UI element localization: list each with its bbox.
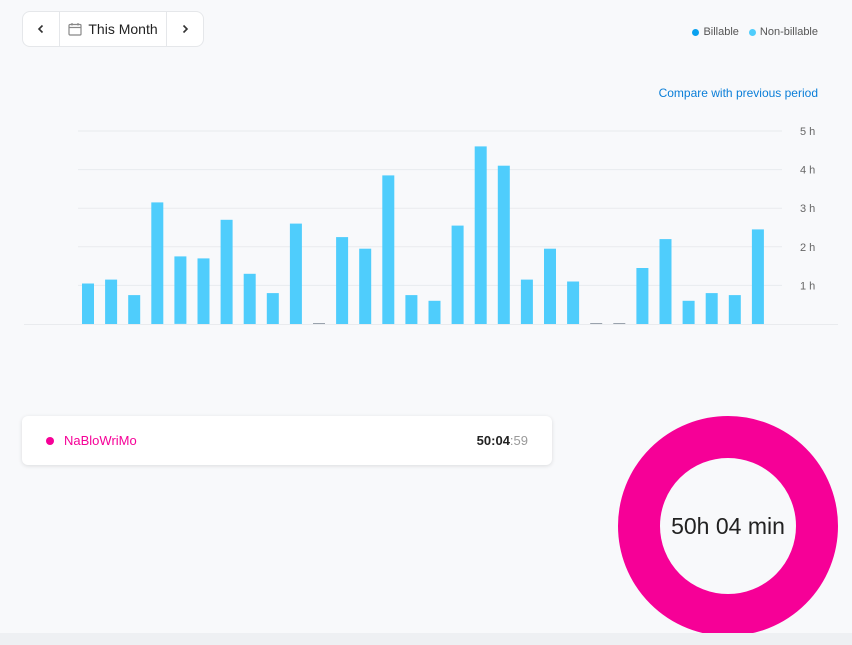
bar-day-29[interactable] [728, 295, 741, 324]
bar-day-8[interactable] [243, 273, 256, 324]
period-picker: This Month [22, 11, 204, 47]
bar-day-2[interactable] [105, 279, 118, 324]
bar-day-5[interactable] [174, 256, 187, 324]
donut-ring [618, 416, 838, 636]
project-color-dot [46, 436, 54, 445]
bar-day-12[interactable] [336, 237, 349, 324]
bar-day-24[interactable] [613, 323, 626, 324]
next-period-button[interactable] [167, 12, 203, 46]
y-tick-label: 1 h [800, 280, 815, 292]
chevron-left-icon [37, 24, 44, 34]
donut-segment-nablowrimo [618, 416, 838, 636]
bar-day-28[interactable] [705, 293, 718, 324]
legend-item-non-billable: Non-billable [748, 26, 818, 38]
bar-day-20[interactable] [520, 279, 533, 324]
project-name[interactable]: NaBloWriMo [64, 433, 137, 448]
bar-chart-svg: 1 h 2 h 3 h 4 h 5 h [24, 126, 838, 325]
bar-day-21[interactable] [544, 248, 556, 324]
bar-chart: 1 h 2 h 3 h 4 h 5 h [0, 120, 852, 335]
donut-total: 50h 04 min [671, 512, 785, 539]
calendar-icon [68, 23, 82, 36]
bar-day-1[interactable] [82, 283, 94, 325]
bar-day-18[interactable] [474, 146, 487, 324]
non-billable-dot [748, 28, 756, 36]
billable-dot [692, 28, 700, 36]
bar-day-26[interactable] [659, 239, 672, 324]
chart-legend: Billable Non-billable [692, 26, 818, 38]
bar-day-17[interactable] [451, 225, 464, 324]
chevron-right-icon [182, 24, 189, 34]
previous-period-button[interactable] [23, 12, 59, 46]
legend-label-non-billable: Non-billable [759, 26, 818, 38]
bar-day-15[interactable] [405, 295, 418, 324]
y-tick-label: 5 h [800, 126, 815, 138]
bar-day-30[interactable] [751, 229, 764, 324]
y-tick-label: 4 h [800, 165, 815, 177]
bar-day-16[interactable] [428, 300, 441, 324]
bar-day-19[interactable] [497, 165, 510, 324]
bar-day-25[interactable] [636, 268, 649, 324]
period-selector[interactable]: This Month [59, 12, 167, 46]
project-duration: 50:04:59 [477, 433, 528, 448]
bar-day-27[interactable] [682, 300, 695, 324]
bar-day-6[interactable] [197, 258, 210, 324]
project-row[interactable]: NaBloWriMo 50:04:59 [22, 416, 552, 465]
y-tick-label: 2 h [800, 242, 815, 254]
bottom-bar [0, 633, 852, 645]
bar-day-3[interactable] [128, 295, 141, 324]
legend-label-billable: Billable [703, 26, 739, 38]
compare-previous-period-link[interactable]: Compare with previous period [658, 86, 818, 100]
legend-item-billable: Billable [692, 26, 739, 38]
project-duration-hours: 50:04 [476, 433, 510, 448]
bar-day-23[interactable] [590, 323, 603, 324]
donut-chart: 50h 04 min [618, 416, 838, 636]
bar-day-9[interactable] [266, 293, 279, 324]
bar-day-10[interactable] [289, 223, 302, 324]
bar-day-22[interactable] [567, 281, 580, 325]
bar-day-4[interactable] [151, 202, 164, 324]
bar-day-13[interactable] [359, 248, 372, 324]
y-tick-label: 3 h [800, 203, 815, 215]
project-duration-seconds: :59 [509, 433, 528, 448]
bar-day-7[interactable] [220, 219, 233, 324]
bar-day-11[interactable] [313, 323, 325, 324]
bar-day-14[interactable] [382, 175, 395, 324]
period-label: This Month [88, 21, 158, 37]
